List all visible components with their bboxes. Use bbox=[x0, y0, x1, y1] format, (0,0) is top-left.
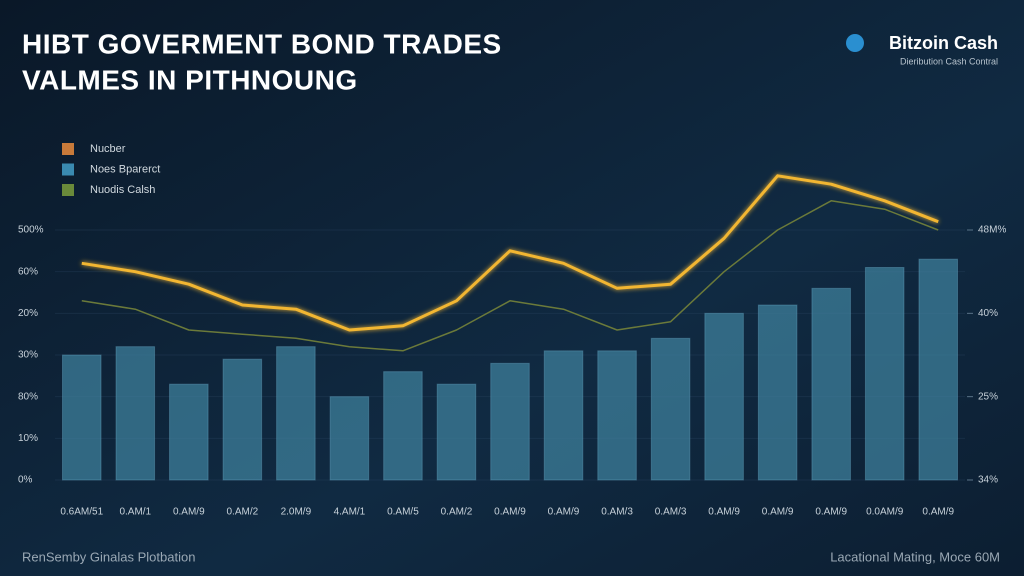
x-tick-label: 0.AM/9 bbox=[815, 507, 847, 518]
bar bbox=[704, 312, 744, 481]
bar bbox=[169, 383, 209, 481]
x-tick-label: 0.AM/9 bbox=[708, 507, 740, 518]
bar bbox=[222, 358, 263, 481]
legend-swatch bbox=[62, 143, 74, 155]
bar bbox=[597, 350, 637, 481]
y-tick-label: 60% bbox=[18, 266, 38, 277]
x-tick-label: 2.0M/9 bbox=[281, 507, 312, 518]
bar bbox=[383, 371, 423, 481]
bar bbox=[276, 346, 316, 481]
y2-tick-label: 40% bbox=[978, 308, 998, 319]
y2-tick-label: 48M% bbox=[978, 225, 1006, 236]
x-tick-label: 0.AM/3 bbox=[655, 507, 687, 518]
footer-left: RenSemby Ginalas Plotbation bbox=[22, 549, 195, 564]
x-tick-label: 0.AM/5 bbox=[387, 507, 419, 518]
x-tick-label: 0.AM/9 bbox=[173, 507, 205, 518]
chart-title: VALMES IN PITHNOUNG bbox=[22, 64, 358, 95]
legend-swatch bbox=[62, 184, 74, 196]
bar bbox=[650, 337, 691, 481]
y-tick-label: 20% bbox=[18, 308, 38, 319]
bar bbox=[329, 396, 370, 481]
x-tick-label: 0.AM/2 bbox=[227, 507, 259, 518]
chart-title: HIBT GOVERMENT BOND TRADES bbox=[22, 28, 502, 59]
legend-label: Noes Bparerct bbox=[90, 163, 160, 175]
bar bbox=[864, 267, 905, 481]
logo: Bitzoin Cash bbox=[889, 33, 998, 53]
x-tick-label: 0.AM/9 bbox=[762, 507, 794, 518]
x-tick-label: 4.AM/1 bbox=[334, 507, 366, 518]
bar bbox=[918, 258, 959, 481]
y-tick-label: 80% bbox=[18, 391, 38, 402]
bar bbox=[115, 346, 156, 481]
x-tick-label: 0.AM/3 bbox=[601, 507, 633, 518]
x-tick-label: 0.AM/9 bbox=[548, 507, 580, 518]
line bbox=[81, 174, 939, 332]
bar bbox=[436, 383, 477, 481]
x-tick-label: 0.AM/1 bbox=[119, 507, 151, 518]
y-tick-label: 30% bbox=[18, 350, 38, 361]
y-tick-label: 500% bbox=[18, 225, 44, 236]
bar bbox=[61, 354, 102, 481]
logo-icon bbox=[846, 34, 864, 52]
bar bbox=[757, 304, 798, 481]
bar bbox=[490, 362, 530, 481]
legend-swatch bbox=[62, 163, 74, 176]
legend-label: Nucber bbox=[90, 143, 126, 155]
footer-right: Lacational Mating, Moce 60M bbox=[830, 549, 1000, 564]
bar bbox=[811, 287, 851, 481]
x-tick-label: 0.AM/2 bbox=[441, 507, 473, 518]
y-tick-label: 0% bbox=[18, 475, 33, 486]
y2-tick-label: 25% bbox=[978, 391, 998, 402]
x-tick-label: 0.AM/9 bbox=[922, 507, 954, 518]
logo-subtitle: Dieribution Cash Contral bbox=[900, 56, 998, 66]
legend-label: Nuodis Calsh bbox=[90, 184, 155, 196]
x-tick-label: 0.6AM/51 bbox=[60, 507, 103, 518]
line bbox=[81, 200, 939, 352]
bar bbox=[543, 350, 584, 481]
x-tick-label: 0.0AM/9 bbox=[866, 507, 904, 518]
y2-tick-label: 34% bbox=[978, 475, 998, 486]
x-tick-label: 0.AM/9 bbox=[494, 507, 526, 518]
y-tick-label: 10% bbox=[18, 433, 38, 444]
